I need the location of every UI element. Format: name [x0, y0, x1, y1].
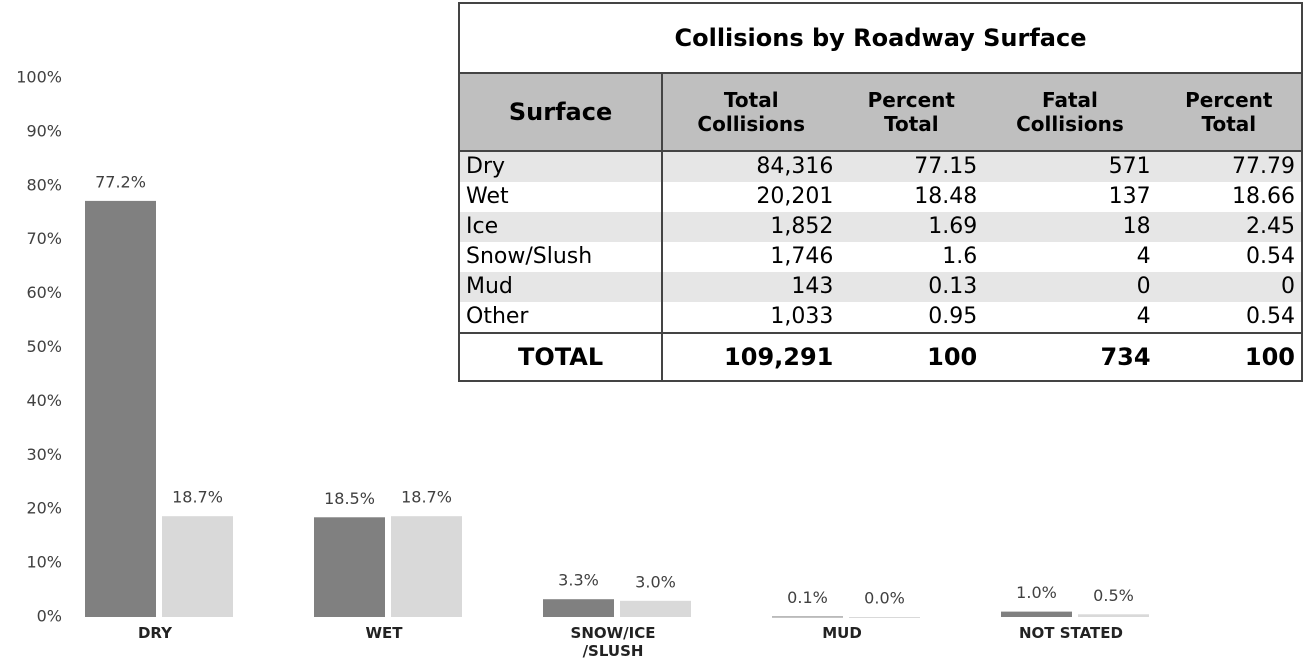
value-label: 3.0%	[635, 572, 676, 591]
y-tick-label: 60%	[26, 283, 62, 302]
table-cell: 571	[983, 151, 1157, 182]
bar	[620, 600, 691, 617]
table-row: Dry 84,316 77.15 571 77.79	[459, 151, 1302, 182]
value-label: 0.1%	[787, 588, 828, 607]
table-cell: 4	[1136, 244, 1151, 269]
x-tick-label: NOT STATED	[1018, 624, 1123, 642]
table-cell: 0	[1156, 272, 1302, 302]
x-tick-label: SNOW/ICE /SLUSH	[570, 624, 656, 660]
table-cell: 0.13	[839, 272, 984, 302]
table-cell: 143	[662, 272, 840, 302]
column-header: Percent Total	[839, 73, 984, 152]
value-label: 0.0%	[864, 589, 905, 608]
bar	[849, 617, 920, 618]
table-cell: 18	[983, 212, 1157, 242]
bar	[314, 517, 385, 617]
table-cell: 0.95	[928, 304, 978, 329]
y-tick-label: 100%	[16, 68, 62, 87]
bar	[162, 516, 233, 617]
y-tick-label: 80%	[26, 175, 62, 194]
table-cell: 1,852	[662, 212, 840, 242]
table-cell: Mud	[459, 272, 664, 302]
y-tick-label: 40%	[26, 391, 62, 410]
table-cell: 1,746	[770, 244, 834, 269]
x-tick-label: DRY	[137, 624, 173, 642]
total-cell: 734	[983, 332, 1157, 381]
y-tick-label: 50%	[26, 337, 62, 356]
y-tick-label: 0%	[37, 607, 62, 626]
bar	[543, 599, 614, 617]
column-header: Total Collisions	[662, 73, 840, 152]
table-cell: 137	[1108, 184, 1151, 209]
bar	[85, 200, 156, 617]
table-title: Collisions by Roadway Surface	[459, 3, 1303, 74]
table-cell: 0.54	[1246, 304, 1295, 329]
total-row: TOTAL 109,291 100 734 100	[459, 332, 1302, 381]
x-tick-label: WET	[365, 624, 403, 642]
table-cell: 0	[983, 272, 1157, 302]
table-row: Ice 1,852 1.69 18 2.45	[459, 212, 1302, 242]
total-cell: TOTAL	[459, 332, 664, 381]
column-header: Surface	[459, 73, 664, 152]
column-header: Percent Total	[1156, 73, 1302, 152]
value-label: 0.5%	[1093, 586, 1134, 605]
value-label: 18.7%	[172, 488, 223, 507]
total-cell: 100	[1156, 332, 1302, 381]
column-header: Fatal Collisions	[983, 73, 1157, 152]
table-row: Snow/Slush 1,746 1.6 4 0.54	[459, 242, 1302, 272]
table-row: Mud 143 0.13 0 0	[459, 272, 1302, 302]
table-cell: 1,033	[770, 304, 834, 329]
total-cell: 109,291	[662, 332, 840, 381]
bar	[1078, 614, 1149, 617]
value-label: 1.0%	[1016, 583, 1057, 602]
table-cell: 1.69	[839, 212, 984, 242]
table-cell: Dry	[459, 151, 664, 182]
table-cell: 4	[1136, 304, 1151, 329]
y-tick-label: 90%	[26, 121, 62, 140]
table-cell: 0.54	[1246, 244, 1295, 269]
table-cell: Wet	[459, 182, 664, 212]
value-label: 77.2%	[95, 172, 146, 191]
data-table: Collisions by Roadway Surface Surface Tot…	[458, 2, 1303, 382]
table-cell: Other	[459, 302, 664, 333]
table-row: Other 1,033 0.95 4 0.54	[459, 302, 1302, 333]
value-label: 3.3%	[558, 571, 599, 590]
bar	[391, 516, 462, 617]
table-cell: 77.15	[839, 151, 984, 182]
bar	[772, 616, 843, 618]
y-tick-label: 30%	[26, 445, 62, 464]
y-tick-label: 20%	[26, 499, 62, 518]
table-cell: 18.66	[1232, 184, 1295, 209]
table-cell: Ice	[459, 212, 664, 242]
total-cell: 100	[839, 332, 984, 381]
table-cell: 1.6	[942, 244, 978, 269]
table-row: Wet 20,201 18.48 137 18.66	[459, 182, 1302, 212]
table-cell: 20,201	[756, 184, 834, 209]
y-tick-label: 10%	[26, 553, 62, 572]
table-cell: 18.48	[914, 184, 978, 209]
table-cell: 2.45	[1156, 212, 1302, 242]
bar	[1001, 611, 1072, 617]
table-cell: 77.79	[1156, 151, 1302, 182]
y-tick-label: 70%	[26, 229, 62, 248]
value-label: 18.7%	[401, 488, 452, 507]
table-cell: 84,316	[662, 151, 840, 182]
table-cell: Snow/Slush	[459, 242, 664, 272]
x-tick-label: MUD	[822, 624, 862, 642]
value-label: 18.5%	[324, 489, 375, 508]
